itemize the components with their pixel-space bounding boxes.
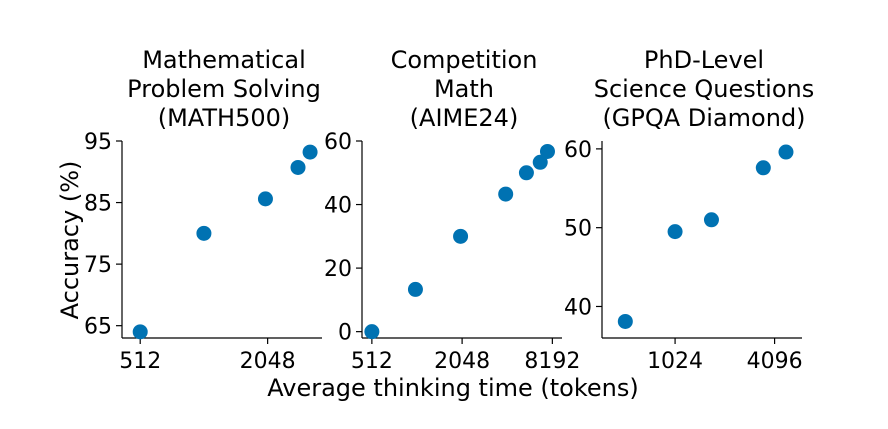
x-tick-label: 4096	[747, 349, 803, 374]
y-tick-label: 85	[84, 192, 112, 217]
data-point	[755, 160, 771, 176]
data-point	[667, 224, 683, 240]
panel-title-line: PhD-Level	[644, 46, 764, 74]
panel-title-line: (GPQA Diamond)	[602, 104, 805, 132]
panel-title-line: (MATH500)	[158, 104, 291, 132]
panel-title-line: Competition	[391, 46, 538, 74]
panel-title-line: Mathematical	[142, 46, 306, 74]
x-tick-label: 1024	[647, 349, 703, 374]
data-point	[518, 165, 534, 181]
y-tick-label: 20	[324, 257, 352, 282]
y-tick-label: 0	[338, 321, 352, 346]
x-tick-label: 8192	[524, 349, 580, 374]
y-tick-label: 65	[84, 315, 112, 340]
data-point	[703, 212, 719, 228]
y-tick-label: 50	[564, 217, 592, 242]
x-axis-label: Average thinking time (tokens)	[267, 374, 639, 402]
y-tick-label: 40	[324, 194, 352, 219]
x-tick-label: 2048	[434, 349, 490, 374]
data-point	[617, 313, 633, 329]
data-point	[532, 154, 548, 170]
x-tick-label: 512	[119, 349, 161, 374]
data-point	[498, 186, 514, 202]
data-point	[290, 159, 306, 175]
y-tick-label: 40	[564, 295, 592, 320]
x-tick-label: 2048	[240, 349, 296, 374]
x-tick-label: 512	[351, 349, 393, 374]
y-tick-label: 95	[84, 130, 112, 155]
data-point	[778, 144, 794, 160]
panel-title-line: Math	[434, 75, 494, 103]
data-point	[302, 144, 318, 160]
data-point	[453, 228, 469, 244]
data-point	[132, 324, 148, 340]
y-axis-label: Accuracy (%)	[56, 161, 84, 320]
data-point	[257, 191, 273, 207]
data-point	[539, 143, 555, 159]
panel-title-line: Problem Solving	[127, 75, 321, 103]
data-point	[196, 225, 212, 241]
panel-title-line: Science Questions	[594, 75, 815, 103]
data-point	[407, 281, 423, 297]
panel-title-line: (AIME24)	[410, 104, 519, 132]
y-tick-label: 60	[564, 138, 592, 163]
y-tick-label: 60	[324, 130, 352, 155]
data-point	[364, 324, 380, 340]
y-tick-label: 75	[84, 253, 112, 278]
